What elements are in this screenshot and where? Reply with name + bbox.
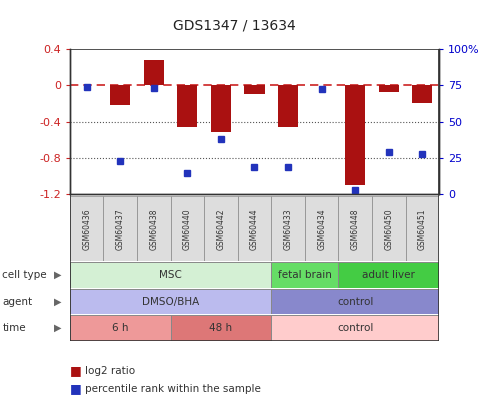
Bar [171, 196, 204, 261]
Text: GSM60444: GSM60444 [250, 208, 259, 249]
Bar [379, 85, 399, 92]
Bar [305, 196, 338, 261]
Text: GSM60433: GSM60433 [283, 208, 292, 249]
Bar [211, 85, 231, 132]
Text: control: control [337, 323, 373, 333]
Text: GSM60451: GSM60451 [418, 208, 427, 249]
Bar [204, 196, 238, 261]
Bar [372, 196, 406, 261]
Text: GSM60448: GSM60448 [351, 208, 360, 249]
Text: GSM60450: GSM60450 [384, 208, 393, 249]
Text: adult liver: adult liver [362, 270, 415, 280]
Text: control: control [337, 296, 373, 307]
Text: ▶: ▶ [53, 323, 61, 333]
Bar [338, 262, 439, 288]
Bar [70, 289, 271, 314]
Text: GDS1347 / 13634: GDS1347 / 13634 [173, 18, 296, 32]
Text: 48 h: 48 h [210, 323, 233, 333]
Text: 6 h: 6 h [112, 323, 128, 333]
Text: GSM60437: GSM60437 [116, 208, 125, 249]
Text: GSM60438: GSM60438 [149, 208, 158, 249]
Text: GSM60436: GSM60436 [82, 208, 91, 249]
Text: time: time [2, 323, 26, 333]
Bar [338, 196, 372, 261]
Text: ■: ■ [70, 382, 82, 395]
Bar [271, 196, 305, 261]
Bar [345, 85, 365, 185]
Bar [70, 315, 171, 341]
Bar [278, 85, 298, 127]
Bar [171, 315, 271, 341]
Bar [137, 196, 171, 261]
Bar [245, 85, 264, 94]
Text: agent: agent [2, 296, 32, 307]
Bar [406, 196, 439, 261]
Bar [70, 196, 103, 261]
Text: percentile rank within the sample: percentile rank within the sample [85, 384, 260, 394]
Text: ▶: ▶ [53, 270, 61, 280]
Text: MSC: MSC [159, 270, 182, 280]
Bar [110, 85, 130, 105]
Bar [103, 196, 137, 261]
Text: GSM60442: GSM60442 [217, 208, 226, 249]
Text: ■: ■ [70, 364, 82, 377]
Text: fetal brain: fetal brain [278, 270, 332, 280]
Text: cell type: cell type [2, 270, 47, 280]
Text: ▶: ▶ [53, 296, 61, 307]
Text: GSM60440: GSM60440 [183, 208, 192, 249]
Bar [271, 289, 439, 314]
Bar [271, 262, 338, 288]
Bar [144, 60, 164, 85]
Text: log2 ratio: log2 ratio [85, 366, 135, 375]
Bar [177, 85, 198, 127]
Text: GSM60434: GSM60434 [317, 208, 326, 249]
Bar [238, 196, 271, 261]
Text: DMSO/BHA: DMSO/BHA [142, 296, 199, 307]
Bar [412, 85, 433, 103]
Bar [271, 315, 439, 341]
Bar [70, 262, 271, 288]
